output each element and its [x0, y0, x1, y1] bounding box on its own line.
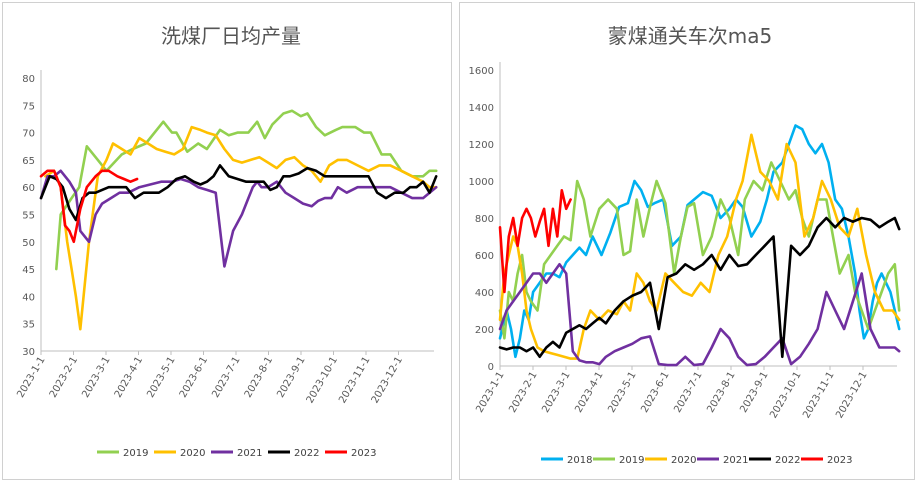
legend-label-2022: 2022 — [775, 455, 800, 466]
legend-label-2020: 2020 — [671, 455, 696, 466]
x-tick-label: 2023-12-1 — [834, 370, 869, 420]
y-tick-label: 40 — [22, 292, 35, 303]
y-tick-label: 55 — [22, 211, 35, 222]
y-tick-label: 80 — [22, 74, 35, 85]
chart-title: 洗煤厂日均产量 — [161, 24, 301, 48]
y-tick-label: 75 — [22, 101, 35, 112]
x-tick-label: 2023-5-1 — [145, 355, 177, 400]
x-tick-label: 2023-6-1 — [178, 355, 210, 400]
y-tick-label: 30 — [22, 347, 35, 358]
y-tick-label: 45 — [22, 265, 35, 276]
y-tick-label: 800 — [475, 214, 494, 225]
legend-label-2018: 2018 — [567, 455, 592, 466]
y-tick-label: 70 — [22, 129, 35, 140]
y-tick-label: 200 — [475, 325, 494, 336]
x-tick-label: 2023-4-1 — [113, 355, 145, 400]
x-tick-label: 2023-9-1 — [275, 355, 307, 400]
legend-label-2019: 2019 — [123, 448, 148, 459]
y-tick-label: 400 — [475, 288, 494, 299]
series-line-2023 — [498, 189, 572, 294]
y-tick-label: 50 — [22, 238, 35, 249]
x-tick-label: 2023-3-1 — [540, 370, 572, 415]
y-tick-label: 1200 — [469, 140, 494, 151]
series-line-2022 — [498, 216, 901, 359]
y-tick-label: 1400 — [469, 103, 494, 114]
x-tick-label: 2023-12-1 — [370, 355, 405, 405]
x-tick-label: 2023-1-1 — [474, 370, 506, 415]
x-tick-label: 2023-10-1 — [305, 355, 340, 405]
legend-label-2019: 2019 — [619, 455, 644, 466]
x-tick-label: 2023-7-1 — [210, 355, 242, 400]
x-tick-label: 2023-8-1 — [705, 370, 737, 415]
y-tick-label: 1600 — [469, 66, 494, 77]
series-line-2020 — [44, 125, 438, 331]
x-tick-label: 2023-4-1 — [573, 370, 605, 415]
legend-label-2023: 2023 — [351, 448, 376, 459]
chart-panel-left: 洗煤厂日均产量 30 35 40 45 50 55 60 65 70 75 80 2023-1-1 202… — [2, 2, 452, 480]
series-line-2021 — [39, 169, 438, 268]
x-tick-label: 2023-2-1 — [48, 355, 80, 400]
x-tick-label: 2023-3-1 — [80, 355, 112, 400]
x-tick-label: 2023-1-1 — [15, 355, 47, 400]
series-line-2022 — [39, 164, 438, 222]
legend-label-2021: 2021 — [723, 455, 748, 466]
y-tick-label: 600 — [475, 251, 494, 262]
y-tick-label: 1000 — [469, 177, 494, 188]
x-tick-label: 2023-6-1 — [639, 370, 671, 415]
x-tick-label: 2023-8-1 — [243, 355, 275, 400]
series-line-2019 — [54, 109, 438, 271]
series-line-2019 — [498, 161, 901, 340]
x-tick-label: 2023-7-1 — [672, 370, 704, 415]
x-tick-label: 2023-11-1 — [801, 370, 836, 420]
y-tick-label: 65 — [22, 156, 35, 167]
series-line-2021 — [498, 262, 901, 367]
chart-title: 蒙煤通关车次ma5 — [608, 24, 772, 48]
legend-label-2021: 2021 — [237, 448, 262, 459]
mongolia-coal-chart: 蒙煤通关车次ma5 0 200 400 600 800 1000 1200 1400 1600 20… — [469, 24, 901, 466]
x-tick-label: 2023-9-1 — [738, 370, 770, 415]
x-tick-label: 2023-10-1 — [768, 370, 803, 420]
series-line-2020 — [498, 133, 901, 360]
y-tick-label: 35 — [22, 320, 35, 331]
series-line-2023 — [39, 169, 139, 244]
y-tick-label: 60 — [22, 183, 35, 194]
x-tick-label: 2023-5-1 — [606, 370, 638, 415]
legend-label-2023: 2023 — [827, 455, 852, 466]
y-tick-label: 0 — [488, 362, 494, 373]
x-tick-label: 2023-2-1 — [507, 370, 539, 415]
chart-panel-right: 蒙煤通关车次ma5 0 200 400 600 800 1000 1200 1400 1600 20… — [459, 2, 915, 480]
legend-label-2020: 2020 — [180, 448, 205, 459]
x-tick-label: 2023-11-1 — [337, 355, 372, 405]
legend-label-2022: 2022 — [294, 448, 319, 459]
